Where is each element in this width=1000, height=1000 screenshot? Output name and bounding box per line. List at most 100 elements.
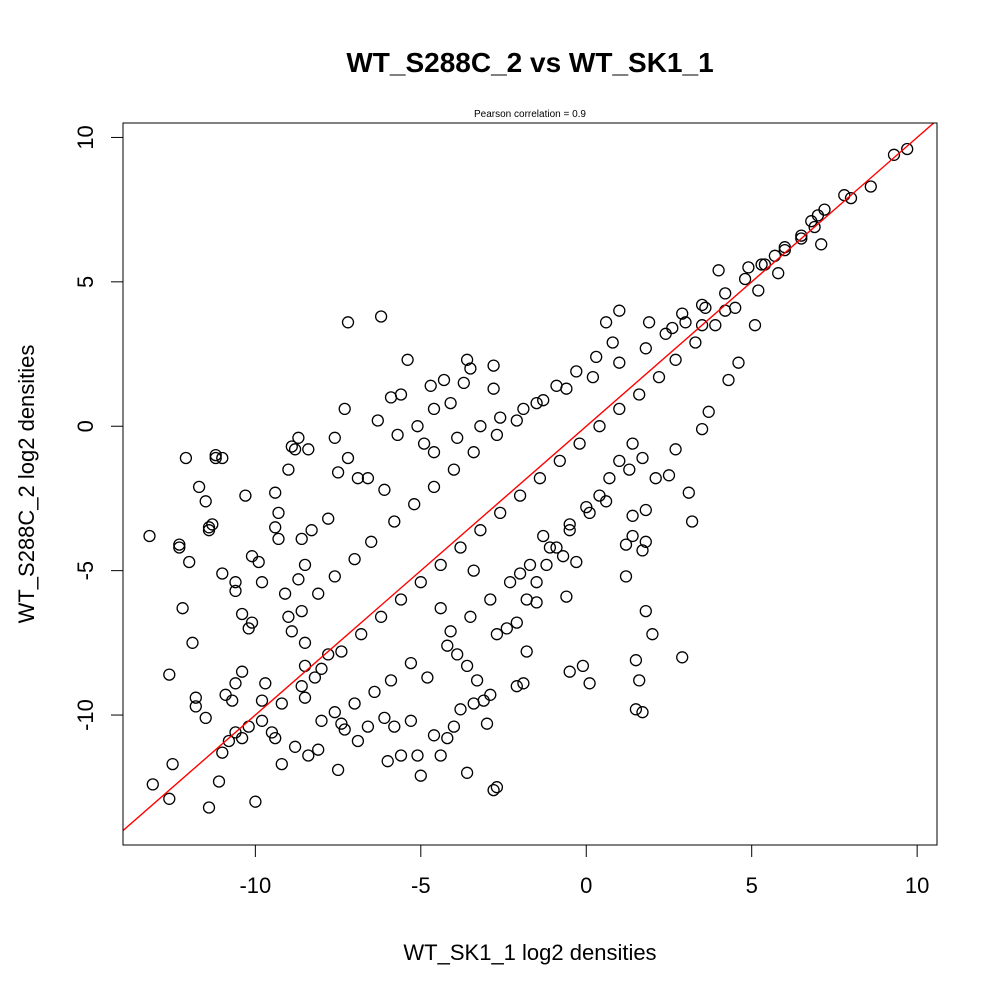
- data-point: [709, 319, 722, 332]
- data-point: [530, 576, 543, 589]
- data-point: [315, 662, 328, 675]
- data-point: [351, 734, 365, 748]
- data-point: [633, 674, 646, 687]
- data-point: [202, 521, 216, 534]
- plot-frame: [122, 122, 938, 846]
- data-point: [391, 428, 404, 442]
- data-point: [202, 524, 216, 537]
- data-point: [394, 593, 408, 606]
- data-point: [242, 720, 255, 733]
- data-point: [298, 558, 312, 572]
- data-point: [341, 316, 355, 329]
- data-point: [444, 625, 457, 638]
- data-point: [338, 723, 351, 736]
- data-point: [312, 587, 325, 600]
- data-point: [288, 740, 302, 753]
- data-point: [292, 573, 305, 586]
- data-point: [269, 731, 282, 745]
- data-point: [308, 671, 322, 684]
- data-point: [513, 489, 527, 502]
- data-point: [378, 711, 391, 725]
- data-point: [639, 535, 652, 548]
- data-point: [556, 550, 570, 563]
- data-point: [599, 495, 613, 508]
- y-tick-label: -10: [73, 699, 98, 731]
- data-point: [487, 382, 500, 395]
- data-point: [295, 532, 308, 546]
- data-point: [778, 243, 791, 257]
- y-tick-label: 5: [73, 276, 98, 288]
- data-point: [490, 628, 504, 641]
- data-point: [404, 656, 418, 670]
- data-point: [772, 267, 785, 280]
- data-point: [454, 541, 467, 554]
- data-point: [179, 451, 193, 465]
- data-point: [219, 688, 232, 701]
- data-point: [229, 677, 242, 690]
- data-point: [606, 336, 619, 349]
- data-point: [676, 651, 689, 664]
- data-point: [838, 189, 851, 202]
- x-axis-label: WT_SK1_1 log2 densities: [403, 940, 656, 965]
- data-point: [255, 694, 269, 707]
- data-point: [285, 625, 298, 638]
- data-point: [417, 437, 431, 450]
- data-point: [808, 220, 821, 234]
- data-point: [216, 567, 229, 580]
- data-point: [484, 593, 497, 606]
- data-point: [699, 301, 712, 314]
- data-point: [249, 795, 262, 808]
- data-point: [335, 717, 348, 730]
- data-point: [887, 148, 901, 161]
- data-point: [441, 639, 454, 652]
- data-point: [269, 486, 282, 499]
- data-point: [629, 654, 643, 667]
- data-point: [719, 287, 732, 300]
- data-point: [636, 451, 649, 465]
- data-point: [242, 622, 255, 635]
- data-point: [239, 489, 252, 502]
- data-point: [805, 215, 818, 228]
- data-point: [328, 570, 341, 583]
- data-point: [295, 680, 308, 693]
- data-point: [235, 607, 249, 621]
- data-point: [414, 576, 427, 589]
- data-point: [427, 480, 441, 494]
- data-point: [355, 628, 368, 641]
- data-point: [583, 506, 596, 520]
- y-axis: -10 -5 0 5 10: [73, 125, 123, 731]
- data-point: [441, 731, 454, 745]
- data-point: [401, 353, 414, 366]
- data-point: [302, 443, 315, 456]
- data-point: [451, 648, 464, 661]
- data-point: [328, 706, 341, 719]
- data-point: [623, 463, 636, 476]
- data-point: [490, 428, 504, 442]
- data-point: [434, 602, 447, 615]
- data-point: [460, 766, 474, 779]
- data-point: [639, 503, 652, 517]
- x-tick-label: 5: [746, 873, 758, 898]
- data-point: [414, 769, 427, 782]
- data-point: [586, 370, 600, 384]
- data-point: [457, 376, 470, 390]
- x-tick-label: -10: [239, 873, 271, 898]
- data-point: [490, 781, 504, 794]
- data-point: [662, 469, 676, 482]
- data-point: [682, 486, 695, 499]
- data-point: [424, 379, 437, 392]
- data-point: [216, 451, 229, 465]
- data-point: [381, 755, 394, 768]
- y-tick-label: 0: [73, 420, 98, 432]
- data-point: [427, 402, 441, 416]
- data-point: [467, 697, 480, 710]
- data-point: [719, 304, 732, 317]
- data-point: [748, 319, 762, 332]
- data-point: [447, 463, 461, 476]
- data-point: [189, 691, 202, 704]
- data-point: [629, 703, 643, 716]
- data-point: [272, 532, 285, 546]
- data-point: [222, 734, 236, 748]
- data-point: [755, 258, 768, 271]
